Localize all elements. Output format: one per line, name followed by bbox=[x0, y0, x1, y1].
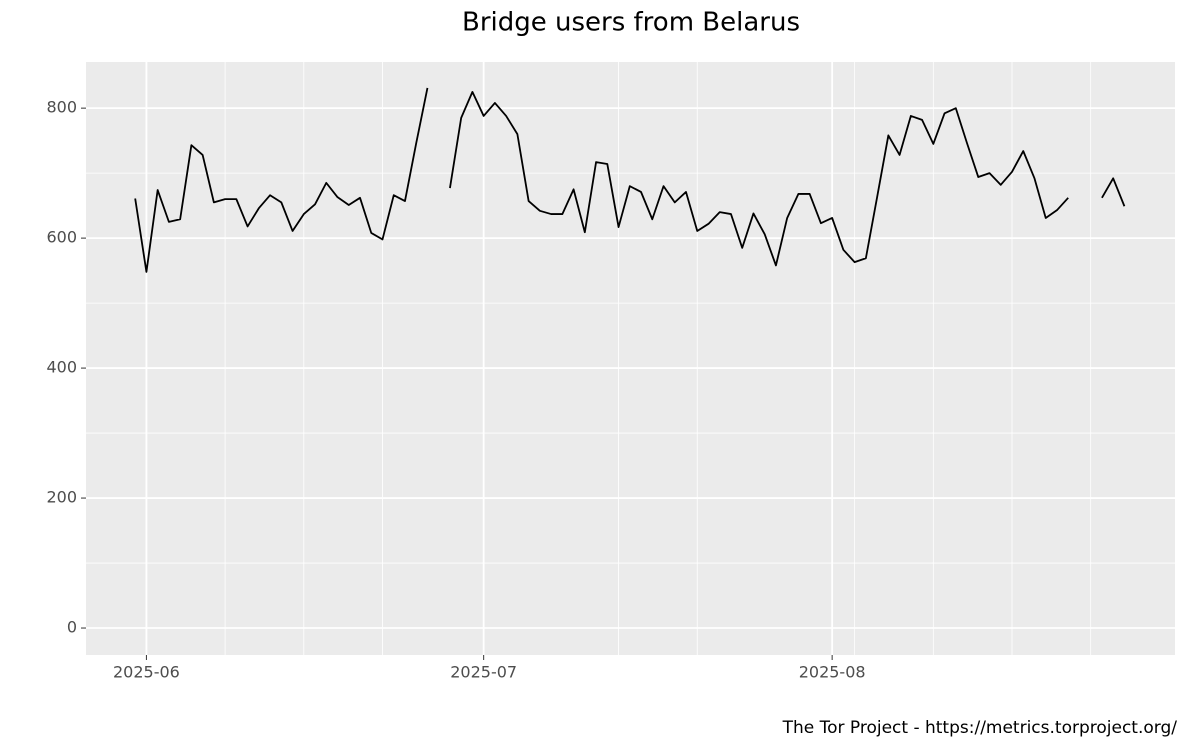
y-tick-label: 0 bbox=[67, 618, 77, 637]
plot-panel bbox=[86, 62, 1175, 655]
y-tick-label: 200 bbox=[46, 488, 77, 507]
y-tick-label: 800 bbox=[46, 98, 77, 117]
x-tick-label: 2025-07 bbox=[450, 663, 517, 682]
caption: The Tor Project - https://metrics.torpro… bbox=[782, 718, 1178, 738]
data-line bbox=[134, 87, 1126, 273]
chart-title: Bridge users from Belarus bbox=[462, 8, 800, 38]
x-tick-label: 2025-06 bbox=[113, 663, 180, 682]
x-tick-label: 2025-08 bbox=[799, 663, 866, 682]
y-tick-label: 600 bbox=[46, 228, 77, 247]
y-tick-label: 400 bbox=[46, 358, 77, 377]
